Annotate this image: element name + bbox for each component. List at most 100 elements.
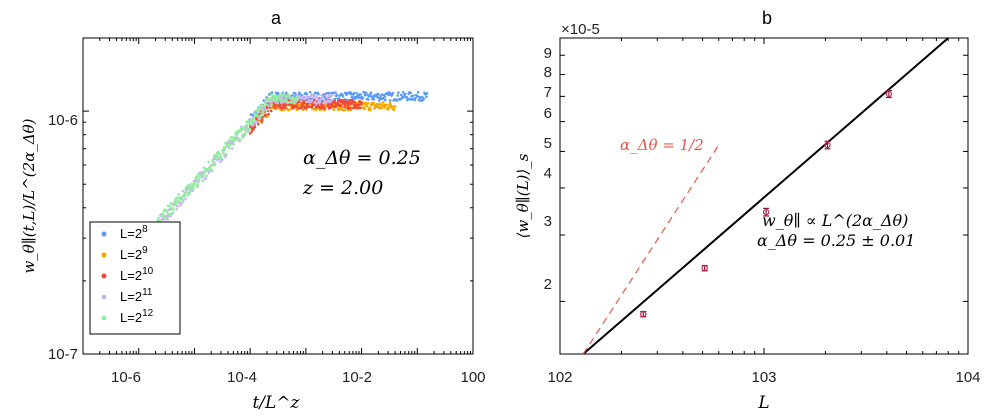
data-point — [387, 106, 391, 109]
data-point — [169, 201, 172, 205]
data-point — [165, 209, 168, 212]
legend-label-exponent: 8 — [142, 224, 148, 235]
panel-b-ytick-5: 5 — [544, 135, 552, 152]
panel-a-xtick-1e-6: 10-6 — [111, 369, 141, 386]
data-point — [276, 101, 280, 105]
data-point — [414, 97, 417, 100]
data-point — [343, 103, 347, 106]
panel-b-ref-line-label: α_Δθ = 1/2 — [620, 136, 704, 154]
data-point — [425, 92, 429, 95]
data-point — [274, 94, 277, 97]
data-point — [185, 185, 189, 188]
panel-a-ytick-1e-6: 10-6 — [48, 112, 78, 129]
data-point — [196, 182, 200, 186]
legend-label: L=28 — [120, 224, 148, 241]
data-point — [410, 94, 413, 98]
panel-a-xlabel: t/L^z — [252, 393, 300, 413]
data-point — [236, 138, 239, 141]
data-point — [327, 94, 331, 97]
data-point — [169, 214, 172, 218]
data-point — [266, 108, 270, 111]
panel-b-ytick-8: 8 — [544, 64, 552, 81]
data-point — [238, 138, 242, 141]
data-point — [264, 101, 267, 105]
legend-marker — [101, 273, 107, 279]
data-point — [360, 101, 363, 105]
data-point — [305, 92, 309, 96]
data-point — [179, 203, 183, 207]
data-point — [325, 91, 328, 95]
data-point — [166, 218, 170, 221]
data-point — [377, 92, 380, 96]
data-point — [197, 180, 200, 183]
data-point — [255, 120, 259, 124]
data-point — [219, 153, 223, 156]
data-point — [396, 94, 400, 97]
data-point — [354, 106, 358, 109]
data-point — [186, 191, 190, 195]
data-point — [156, 219, 160, 222]
data-point — [253, 121, 257, 125]
data-point — [369, 91, 373, 94]
data-point — [349, 106, 352, 110]
data-point — [177, 192, 181, 196]
data-point — [207, 171, 211, 175]
a-ytick-label: 10-6 — [48, 112, 78, 129]
data-point — [284, 106, 287, 109]
legend-marker — [101, 252, 107, 258]
data-point — [168, 212, 172, 216]
panel-a-ytick-1e-7: 10-7 — [48, 346, 78, 363]
data-point — [327, 91, 331, 95]
data-point — [274, 106, 277, 110]
data-point — [276, 91, 280, 95]
panel-a-xtick-1e0: 100 — [460, 369, 485, 386]
data-point — [343, 105, 346, 108]
panel-b-multiplier: ×10-5 — [561, 21, 600, 38]
data-point — [340, 104, 343, 108]
data-point — [257, 110, 260, 113]
data-point — [332, 108, 336, 112]
data-point — [253, 112, 256, 115]
data-point — [165, 211, 169, 214]
data-point — [188, 190, 191, 193]
data-point — [380, 106, 383, 110]
data-point — [269, 93, 273, 97]
data-point — [300, 106, 303, 110]
data-point — [304, 97, 308, 100]
data-point — [180, 197, 184, 201]
panel-b-xtick-1e3: 103 — [751, 369, 776, 386]
data-point — [382, 101, 385, 104]
data-point — [351, 97, 354, 100]
data-point — [288, 96, 292, 100]
data-point — [401, 90, 405, 94]
data-point — [356, 96, 360, 99]
data-point — [193, 181, 197, 184]
data-point — [375, 102, 379, 106]
data-point — [310, 99, 314, 102]
data-point — [197, 177, 201, 181]
data-point — [184, 190, 188, 193]
legend-label-exponent: 9 — [142, 245, 148, 256]
data-point — [264, 108, 268, 112]
data-point — [331, 93, 334, 97]
data-point — [263, 104, 267, 108]
data-point — [215, 156, 218, 159]
data-point — [391, 91, 395, 95]
data-point — [272, 95, 275, 98]
data-point — [228, 144, 231, 148]
panel-b-ytick-9: 9 — [544, 45, 552, 62]
data-point — [230, 147, 234, 151]
data-point — [350, 102, 353, 105]
data-point — [174, 198, 177, 201]
panel-b-label: b — [762, 8, 772, 28]
data-point — [194, 177, 198, 180]
data-point — [171, 211, 175, 215]
data-point — [397, 91, 400, 94]
panel-b-ytick-3: 3 — [544, 213, 552, 230]
data-point — [305, 100, 308, 104]
data-point — [425, 95, 428, 99]
data-point — [265, 96, 268, 99]
data-point — [175, 207, 178, 211]
data-point — [346, 104, 350, 108]
